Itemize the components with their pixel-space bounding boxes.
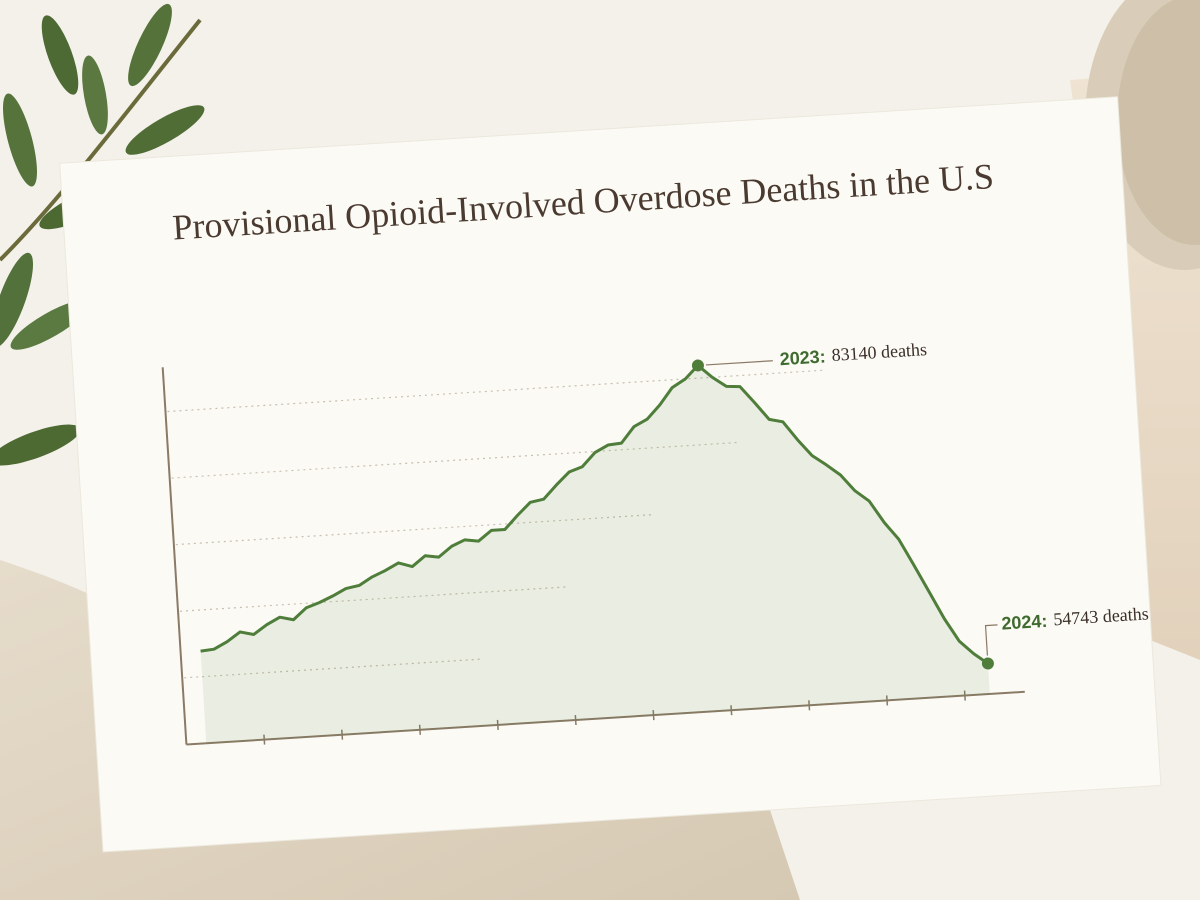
bowl-inner [1117, 0, 1200, 245]
x-tick [496, 719, 499, 730]
area [200, 365, 990, 744]
grid-line [167, 369, 827, 413]
y-axis [161, 367, 188, 745]
x-tick [963, 690, 966, 701]
point-marker [691, 359, 704, 372]
x-tick [808, 700, 811, 711]
grid-line [171, 441, 741, 479]
annotation-category: 2024: [1001, 610, 1048, 633]
annotation-category: 2023: [779, 346, 826, 369]
point-marker [981, 657, 994, 670]
x-tick [730, 705, 733, 716]
x-tick [885, 695, 889, 706]
grid-line [175, 513, 655, 546]
grid-line [184, 658, 484, 679]
annotation-leader [705, 360, 773, 366]
x-tick [418, 724, 422, 735]
x-tick [341, 729, 344, 740]
x-tick [574, 714, 577, 726]
annotation-leader [984, 624, 998, 656]
paper: Provisional Opioid-Involved Overdose Dea… [59, 96, 1162, 853]
grid-line [180, 586, 570, 612]
x-tick [263, 734, 266, 745]
line [200, 363, 989, 665]
x-tick [652, 710, 655, 721]
x-axis [186, 690, 1025, 746]
paper-sheet [59, 96, 1162, 853]
